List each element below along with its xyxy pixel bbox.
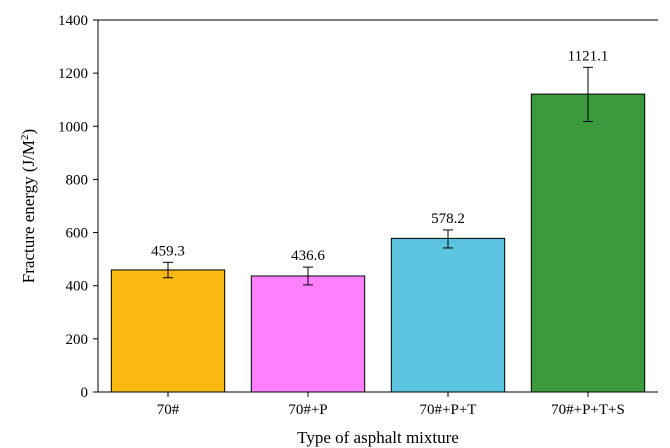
y-axis-title-suffix: ) — [19, 129, 38, 135]
y-tick-label-2: 200 — [66, 332, 89, 348]
x-tick-label-4: 70#+P+T+S — [551, 402, 625, 418]
x-tick-label-1: 70# — [157, 402, 180, 418]
y-axis-title-superscript: 2 — [19, 134, 31, 140]
error-bar-2 — [303, 266, 313, 286]
error-bar-1 — [163, 261, 173, 279]
y-axis-ticks: 0 200 400 600 800 1000 1200 1400 — [58, 13, 98, 401]
y-tick-label-3: 400 — [66, 279, 89, 295]
y-axis-title-main: Fracture energy (J/M — [19, 140, 38, 283]
y-tick-label-4: 600 — [66, 226, 89, 242]
bar-4 — [530, 93, 646, 393]
y-tick-label-7: 1200 — [58, 66, 88, 82]
y-tick-label-1: 0 — [81, 385, 89, 401]
x-axis-title: Type of asphalt mixture — [297, 428, 459, 447]
y-tick-label-5: 800 — [66, 172, 89, 188]
value-label-1: 459.3 — [151, 243, 185, 259]
y-axis-title: Fracture energy (J/M2) — [19, 129, 38, 283]
bar-3 — [390, 237, 506, 393]
value-label-3: 578.2 — [431, 211, 465, 227]
error-bar-4 — [583, 66, 593, 123]
plot-frame — [97, 19, 658, 393]
y-tick-label-8: 1400 — [58, 13, 88, 29]
value-label-2: 436.6 — [291, 248, 325, 264]
x-tick-label-3: 70#+P+T — [420, 402, 477, 418]
error-bar-3 — [443, 229, 453, 249]
x-tick-label-2: 70#+P — [288, 402, 327, 418]
bars-group — [110, 93, 646, 393]
bar-2 — [250, 275, 366, 393]
y-tick-label-6: 1000 — [58, 119, 88, 135]
bar-1 — [110, 269, 226, 393]
value-label-4: 1121.1 — [568, 48, 609, 64]
x-axis-ticks: 70# 70#+P 70#+P+T 70#+P+T+S — [157, 392, 625, 418]
error-bars-group — [163, 66, 593, 286]
value-labels-group: 459.3 436.6 578.2 1121.1 — [151, 48, 608, 264]
